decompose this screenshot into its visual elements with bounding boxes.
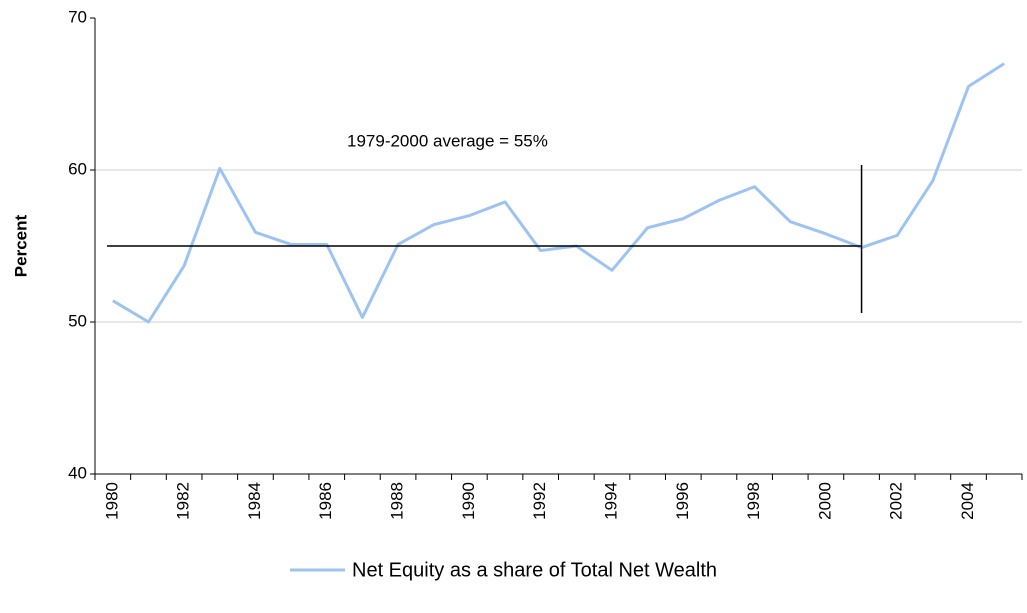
x-tick-label: 1990 (459, 482, 478, 520)
series-line (112, 62, 1005, 324)
x-tick-label: 1988 (388, 482, 407, 520)
x-tick-label: 1980 (102, 482, 121, 520)
x-tick-label: 2000 (815, 482, 834, 520)
x-tick-label: 1982 (174, 482, 193, 520)
x-tick-label: 1992 (530, 482, 549, 520)
annotation-text: 1979-2000 average = 55% (347, 131, 548, 150)
y-tick-label: 60 (68, 159, 87, 178)
y-tick-label: 40 (68, 463, 87, 482)
y-axis-title: Percent (11, 214, 30, 277)
x-tick-label: 1994 (601, 482, 620, 520)
y-tick-label: 70 (68, 7, 87, 26)
x-tick-label: 1998 (744, 482, 763, 520)
x-tick-label: 2002 (887, 482, 906, 520)
legend-label: Net Equity as a share of Total Net Wealt… (352, 559, 717, 581)
x-tick-label: 1986 (316, 482, 335, 520)
x-tick-label: 2004 (958, 482, 977, 520)
x-tick-label: 1996 (673, 482, 692, 520)
x-tick-label: 1984 (245, 482, 264, 520)
y-tick-label: 50 (68, 311, 87, 330)
